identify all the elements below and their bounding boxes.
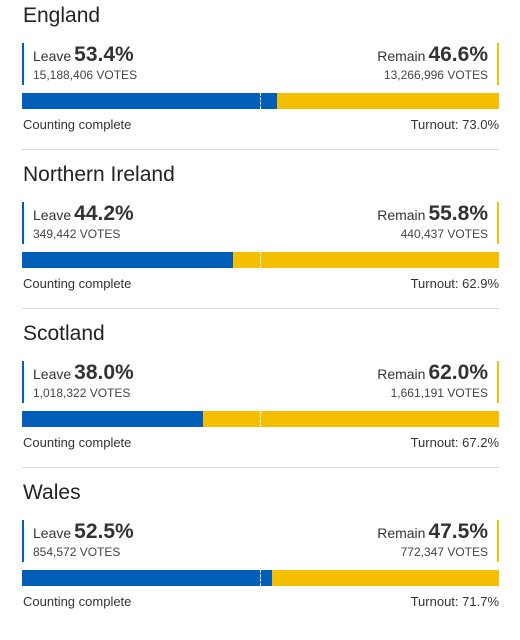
leave-percentage: 53.4% (74, 43, 134, 66)
remain-percentage: 55.8% (428, 202, 488, 225)
counting-status: Counting complete (23, 594, 132, 609)
leave-label: Leave (33, 366, 72, 382)
remain-label: Remain (377, 207, 426, 223)
turnout: Turnout: 73.0% (410, 117, 499, 132)
leave-votes: 854,572 VOTES (33, 545, 121, 559)
leave-votes: 349,442 VOTES (33, 227, 121, 241)
result-bar (22, 93, 499, 109)
remain-votes: 772,347 VOTES (400, 545, 488, 559)
leave-bar-fill (22, 570, 273, 586)
majority-midline (260, 570, 261, 586)
region-divider (22, 149, 499, 150)
result-bar (22, 570, 499, 586)
leave-label: Leave (33, 48, 72, 64)
leave-bar-fill (22, 411, 204, 427)
turnout: Turnout: 67.2% (410, 435, 499, 450)
leave-votes: 1,018,322 VOTES (33, 386, 131, 400)
result-bar (22, 411, 499, 427)
region-scotland: Scotland Leave 38.0% 1,018,322 VOTES Rema… (22, 321, 499, 481)
region-title: Northern Ireland (23, 163, 175, 186)
region-title: England (23, 4, 101, 27)
leave-label: Leave (33, 525, 72, 541)
remain-result: Remain 55.8% 440,437 VOTES (377, 202, 499, 244)
leave-result: Leave 38.0% 1,018,322 VOTES (22, 361, 134, 403)
leave-votes: 15,188,406 VOTES (33, 68, 138, 82)
remain-percentage: 47.5% (428, 520, 488, 543)
counting-status: Counting complete (23, 276, 132, 291)
region-divider (22, 308, 499, 309)
remain-result: Remain 46.6% 13,266,996 VOTES (377, 43, 499, 85)
remain-votes: 440,437 VOTES (400, 227, 488, 241)
remain-label: Remain (377, 48, 426, 64)
remain-votes: 13,266,996 VOTES (383, 68, 488, 82)
region-wales: Wales Leave 52.5% 854,572 VOTES Remain 47.… (22, 480, 499, 640)
leave-percentage: 38.0% (74, 361, 134, 384)
counting-status: Counting complete (23, 117, 132, 132)
region-divider (22, 467, 499, 468)
majority-midline (260, 411, 261, 427)
leave-percentage: 44.2% (74, 202, 134, 225)
remain-result: Remain 47.5% 772,347 VOTES (377, 520, 499, 562)
leave-result: Leave 52.5% 854,572 VOTES (22, 520, 134, 562)
leave-percentage: 52.5% (74, 520, 134, 543)
region-northern-ireland: Northern Ireland Leave 44.2% 349,442 VOTE… (22, 162, 499, 322)
leave-label: Leave (33, 207, 72, 223)
turnout: Turnout: 71.7% (410, 594, 499, 609)
majority-midline (260, 252, 261, 268)
remain-percentage: 46.6% (428, 43, 488, 66)
result-bar (22, 252, 499, 268)
leave-result: Leave 53.4% 15,188,406 VOTES (22, 43, 137, 85)
remain-label: Remain (377, 366, 426, 382)
leave-bar-fill (22, 93, 277, 109)
remain-percentage: 62.0% (428, 361, 488, 384)
region-title: Scotland (23, 322, 105, 345)
remain-votes: 1,661,191 VOTES (390, 386, 488, 400)
leave-bar-fill (22, 252, 233, 268)
remain-result: Remain 62.0% 1,661,191 VOTES (377, 361, 499, 403)
leave-result: Leave 44.2% 349,442 VOTES (22, 202, 134, 244)
counting-status: Counting complete (23, 435, 132, 450)
majority-midline (260, 93, 261, 109)
region-england: England Leave 53.4% 15,188,406 VOTES Rema… (22, 3, 499, 163)
remain-label: Remain (377, 525, 426, 541)
turnout: Turnout: 62.9% (410, 276, 499, 291)
region-title: Wales (23, 481, 81, 504)
